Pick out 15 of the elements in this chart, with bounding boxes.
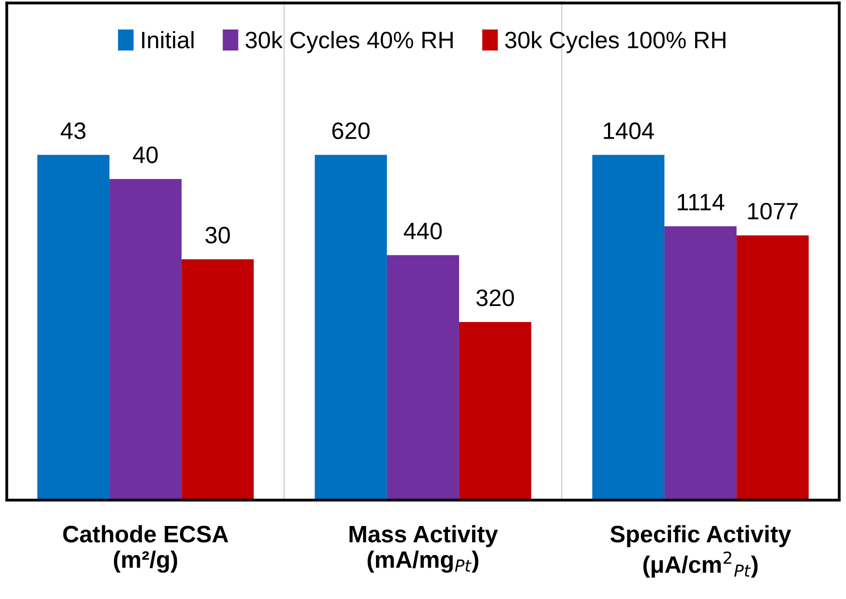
legend-label: 30k Cycles 40% RH (246, 31, 453, 54)
x-axis-title: Mass Activity (mA/mg$_{Pt}$) (350, 525, 498, 573)
data-label: 1114 (678, 194, 724, 210)
legend-label: Initial (142, 31, 194, 48)
data-label: 1077 (748, 202, 798, 220)
data-label: 43 (60, 122, 86, 140)
data-label: 320 (476, 289, 514, 306)
data-label: 440 (404, 222, 442, 240)
data-label: 30 (205, 226, 230, 244)
legend-label: 30k Cycles 100% RH (505, 31, 726, 54)
data-label: 1404 (604, 122, 654, 140)
x-axis-title: Cathode ECSA (m²/g) (63, 525, 228, 573)
data-label: 620 (332, 122, 370, 140)
data-label: 40 (132, 146, 158, 164)
x-axis-title: Specific Activity (μA/cm$^{2}$$_{Pt}$) (610, 525, 792, 578)
